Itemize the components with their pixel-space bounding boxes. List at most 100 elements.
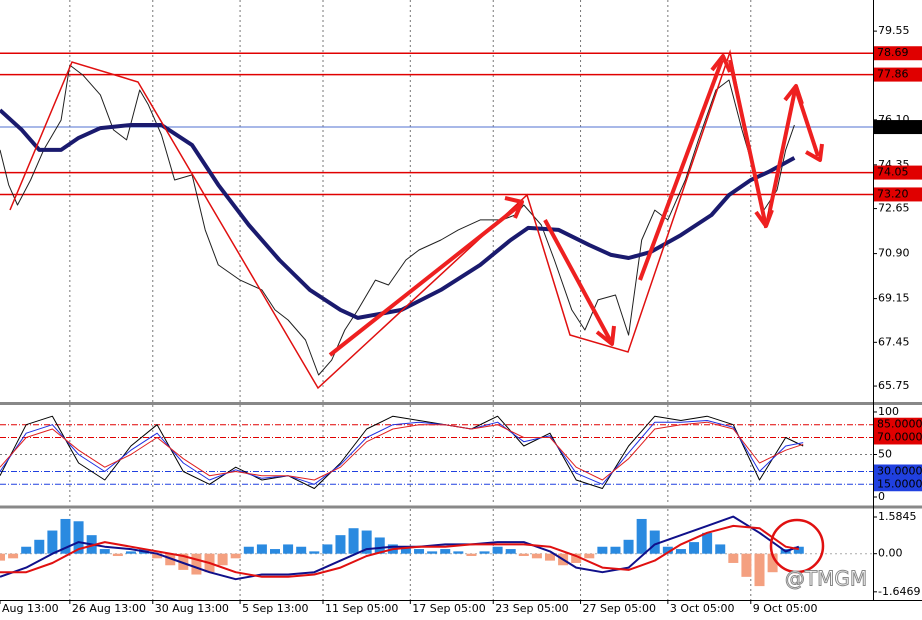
histogram-bar — [21, 546, 32, 554]
histogram-bar — [283, 544, 294, 554]
histogram-bar — [636, 518, 647, 554]
histogram-bar — [505, 549, 516, 554]
histogram-bar — [178, 553, 189, 570]
histogram-bar — [518, 553, 529, 557]
x-tick-label: 30 Aug 13:00 — [155, 602, 229, 615]
histogram-bar — [793, 546, 804, 554]
level-label: 70.0000 — [877, 430, 922, 443]
y-tick-label: 67.45 — [878, 335, 910, 348]
last-price-box — [874, 120, 922, 135]
y-tick-label: 70.90 — [878, 247, 910, 260]
series-line — [0, 64, 795, 376]
series-line — [0, 420, 804, 485]
y-tick-label: 65.75 — [878, 379, 910, 392]
level-label-box — [874, 417, 922, 432]
x-tick-label: 17 Sep 05:00 — [412, 602, 485, 615]
y-tick-label: 100 — [878, 405, 899, 418]
histogram-bar — [361, 530, 372, 554]
histogram-bar — [217, 553, 228, 566]
histogram-bar — [675, 549, 686, 554]
x-tick-label: 26 Aug 13:00 — [72, 602, 146, 615]
histogram-bar — [34, 539, 45, 554]
histogram-bar — [243, 546, 254, 554]
histogram-bar — [662, 546, 673, 554]
x-tick-label: Aug 13:00 — [2, 602, 59, 615]
level-label-box — [874, 67, 922, 82]
histogram-bar — [73, 521, 84, 554]
x-tick-label: 23 Sep 05:00 — [495, 602, 568, 615]
histogram-bar — [256, 544, 267, 554]
last-price-label: 75.82 — [877, 120, 909, 133]
histogram-bar — [8, 553, 19, 559]
histogram-bar — [335, 535, 346, 554]
series-line — [0, 421, 804, 481]
level-label: 77.86 — [877, 68, 909, 81]
histogram-bar — [348, 528, 359, 554]
histogram-bar — [531, 553, 542, 559]
histogram-bar — [741, 553, 752, 577]
histogram-bar — [269, 549, 280, 554]
histogram-bar — [0, 553, 5, 561]
histogram-bar — [728, 553, 739, 563]
y-tick-label: -1.6469 — [878, 585, 920, 598]
level-label: 15.0000 — [877, 477, 922, 490]
x-tick-label: 27 Sep 05:00 — [583, 602, 656, 615]
watermark: @TMGM — [785, 567, 867, 591]
histogram-bar — [60, 518, 71, 554]
histogram-bar — [597, 546, 608, 554]
level-label: 85.0000 — [877, 418, 922, 431]
y-tick-label: 79.55 — [878, 24, 910, 37]
histogram-bar — [414, 549, 425, 554]
trend-arrows — [328, 54, 824, 357]
y-tick-label: 50 — [878, 447, 892, 460]
histogram-bar — [623, 539, 634, 554]
x-tick-label: 9 Oct 05:00 — [753, 602, 818, 615]
level-label: 73.20 — [877, 187, 909, 200]
histogram-bar — [689, 542, 700, 554]
histogram-bar — [374, 537, 385, 554]
histogram-bar — [702, 532, 713, 554]
x-tick-label: 5 Sep 13:00 — [242, 602, 308, 615]
histogram-bar — [754, 553, 765, 587]
level-label-box — [874, 187, 922, 202]
level-label-box — [874, 464, 922, 479]
histogram-bar — [400, 546, 411, 554]
histogram-bar — [440, 549, 451, 554]
histogram-bar — [47, 530, 58, 554]
x-tick-label: 3 Oct 05:00 — [670, 602, 735, 615]
histogram-bar — [427, 551, 438, 554]
series-line — [0, 415, 804, 489]
histogram-bar — [584, 553, 595, 559]
highlight-circle — [769, 518, 825, 574]
y-tick-label: 0.00 — [878, 547, 903, 560]
histogram-bar — [544, 553, 555, 561]
histogram-bar — [571, 553, 582, 563]
level-label-box — [874, 46, 922, 61]
histogram-bar — [152, 553, 163, 559]
histogram-bar — [466, 553, 477, 557]
y-tick-label: 69.15 — [878, 292, 910, 305]
histogram-bar — [492, 546, 503, 554]
histogram-bar — [715, 544, 726, 554]
level-label-box — [874, 477, 922, 492]
histogram-bar — [230, 553, 241, 559]
series-line — [0, 524, 799, 578]
histogram-bar — [767, 553, 778, 573]
histogram-bar — [322, 544, 333, 554]
histogram-bar — [649, 530, 660, 554]
histogram-bar — [112, 553, 123, 557]
y-tick-label: 0 — [878, 490, 885, 503]
x-tick-label: 11 Sep 05:00 — [325, 602, 398, 615]
level-label-box — [874, 165, 922, 180]
histogram-bar — [610, 546, 621, 554]
level-label: 30.0000 — [877, 464, 922, 477]
histogram-bar — [296, 546, 307, 554]
histogram-bar — [309, 551, 320, 554]
histogram-bar — [191, 553, 202, 575]
histogram-bar — [125, 551, 136, 554]
series-line — [0, 515, 800, 581]
histogram-bar — [165, 553, 176, 566]
